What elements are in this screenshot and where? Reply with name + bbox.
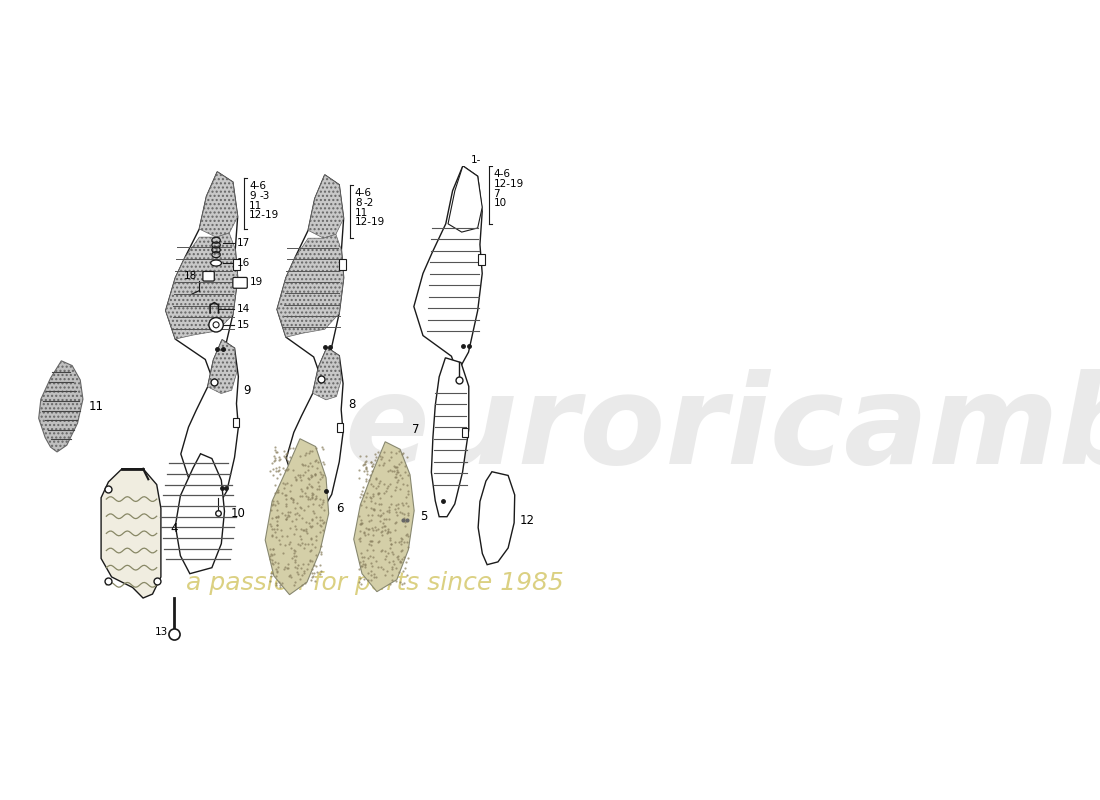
Bar bbox=[339, 259, 346, 270]
Text: 11: 11 bbox=[249, 201, 262, 210]
Polygon shape bbox=[308, 175, 343, 238]
Polygon shape bbox=[208, 340, 236, 394]
Text: 14: 14 bbox=[236, 304, 250, 314]
Text: -3: -3 bbox=[260, 191, 271, 202]
Text: 4-6: 4-6 bbox=[494, 169, 510, 179]
Text: 12: 12 bbox=[520, 514, 535, 526]
Text: 16: 16 bbox=[236, 258, 250, 268]
Text: 11: 11 bbox=[89, 400, 103, 414]
Text: 15: 15 bbox=[236, 320, 250, 330]
Text: 19: 19 bbox=[250, 278, 263, 287]
Ellipse shape bbox=[211, 260, 221, 266]
Polygon shape bbox=[39, 361, 82, 452]
Polygon shape bbox=[101, 469, 161, 598]
Polygon shape bbox=[180, 340, 239, 508]
Text: 11: 11 bbox=[355, 207, 368, 218]
Bar bbox=[338, 423, 343, 433]
Text: 4: 4 bbox=[170, 522, 178, 534]
Text: 7: 7 bbox=[412, 423, 420, 436]
Polygon shape bbox=[478, 472, 515, 565]
Polygon shape bbox=[277, 234, 343, 337]
Text: 12-19: 12-19 bbox=[355, 217, 385, 226]
Text: 4-6: 4-6 bbox=[249, 181, 266, 191]
Bar bbox=[477, 254, 485, 266]
Polygon shape bbox=[166, 233, 238, 339]
Polygon shape bbox=[448, 166, 482, 232]
Polygon shape bbox=[286, 348, 343, 510]
Text: 6: 6 bbox=[336, 502, 343, 515]
Text: 12-19: 12-19 bbox=[494, 179, 524, 189]
Text: 8: 8 bbox=[348, 398, 355, 411]
FancyBboxPatch shape bbox=[202, 271, 215, 281]
Text: euroricambi: euroricambi bbox=[344, 370, 1100, 490]
Polygon shape bbox=[199, 172, 238, 237]
Polygon shape bbox=[166, 172, 238, 376]
Text: 4-6: 4-6 bbox=[355, 188, 372, 198]
Text: 7: 7 bbox=[494, 189, 501, 198]
Text: 10: 10 bbox=[231, 507, 245, 520]
Text: 9: 9 bbox=[249, 191, 255, 202]
Polygon shape bbox=[312, 348, 341, 400]
Bar bbox=[233, 418, 239, 427]
Text: a passion for parts since 1985: a passion for parts since 1985 bbox=[186, 571, 564, 595]
Text: 1-: 1- bbox=[471, 154, 481, 165]
Polygon shape bbox=[431, 358, 469, 517]
Text: 5: 5 bbox=[419, 510, 427, 523]
Text: 10: 10 bbox=[494, 198, 507, 208]
Polygon shape bbox=[277, 175, 343, 373]
Text: 9: 9 bbox=[243, 384, 251, 397]
Text: 17: 17 bbox=[236, 238, 250, 248]
Circle shape bbox=[209, 318, 223, 332]
Text: 8: 8 bbox=[355, 198, 362, 208]
FancyBboxPatch shape bbox=[233, 278, 248, 288]
Bar bbox=[462, 428, 469, 438]
Polygon shape bbox=[354, 442, 415, 592]
Circle shape bbox=[213, 322, 219, 328]
Text: -2: -2 bbox=[363, 198, 374, 208]
Polygon shape bbox=[175, 454, 224, 574]
Text: 18: 18 bbox=[184, 271, 197, 282]
Text: 13: 13 bbox=[155, 626, 168, 637]
Text: 12-19: 12-19 bbox=[249, 210, 279, 220]
Bar bbox=[233, 259, 240, 270]
Polygon shape bbox=[414, 166, 482, 373]
Polygon shape bbox=[265, 438, 329, 594]
